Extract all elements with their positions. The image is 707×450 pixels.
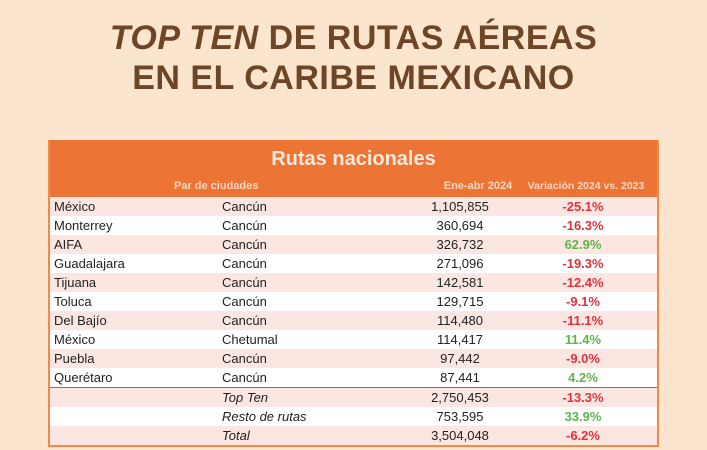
value-cell: 2,750,453 bbox=[431, 390, 489, 405]
total-row: Top Ten 2,750,453 -13.3% bbox=[50, 387, 657, 407]
variation-cell: -19.3% bbox=[562, 256, 604, 271]
origin-cell: Monterrey bbox=[54, 218, 113, 233]
table-row: Del Bajío Cancún 114,480 -11.1% bbox=[50, 311, 657, 330]
value-cell: 326,732 bbox=[436, 237, 484, 252]
destination-cell: Cancún bbox=[222, 370, 267, 385]
value-cell: 142,581 bbox=[436, 275, 484, 290]
destination-cell: Cancún bbox=[222, 313, 267, 328]
page-title: TOP TEN DE RUTAS AÉREAS EN EL CARIBE MEX… bbox=[0, 18, 707, 98]
destination-cell: Cancún bbox=[222, 237, 267, 252]
table-row: Tijuana Cancún 142,581 -12.4% bbox=[50, 273, 657, 292]
destination-cell: Cancún bbox=[222, 275, 267, 290]
table-heading: Rutas nacionales bbox=[50, 140, 657, 176]
table-row: Monterrey Cancún 360,694 -16.3% bbox=[50, 216, 657, 235]
variation-cell: -12.4% bbox=[562, 275, 604, 290]
total-row: Total 3,504,048 -6.2% bbox=[50, 426, 657, 445]
value-cell: 114,417 bbox=[436, 332, 484, 347]
variation-cell: -9.0% bbox=[566, 351, 600, 366]
variation-cell: 4.2% bbox=[568, 370, 598, 385]
col-pair: Par de ciudades bbox=[174, 180, 259, 192]
table-row: Puebla Cancún 97,442 -9.0% bbox=[50, 349, 657, 368]
variation-cell: 62.9% bbox=[564, 237, 602, 252]
total-label: Resto de rutas bbox=[222, 409, 307, 424]
col-period: Ene-abr 2024 bbox=[443, 180, 513, 192]
value-cell: 3,504,048 bbox=[431, 428, 489, 443]
title-line1: DE RUTAS AÉREAS bbox=[258, 19, 598, 57]
total-row: Resto de rutas 753,595 33.9% bbox=[50, 407, 657, 426]
variation-cell: -13.3% bbox=[562, 390, 604, 405]
total-label: Top Ten bbox=[222, 390, 269, 405]
table-row: México Cancún 1,105,855 -25.1% bbox=[50, 197, 657, 216]
variation-cell: -11.1% bbox=[562, 313, 604, 328]
table-row: AIFA Cancún 326,732 62.9% bbox=[50, 235, 657, 254]
origin-cell: Toluca bbox=[54, 294, 92, 309]
value-cell: 114,480 bbox=[436, 313, 484, 328]
variation-cell: 33.9% bbox=[564, 409, 602, 424]
destination-cell: Cancún bbox=[222, 218, 267, 233]
value-cell: 360,694 bbox=[436, 218, 484, 233]
variation-cell: -6.2% bbox=[566, 428, 600, 443]
value-cell: 97,442 bbox=[440, 351, 480, 366]
table-row: Toluca Cancún 129,715 -9.1% bbox=[50, 292, 657, 311]
routes-table: Rutas nacionales Par de ciudades Ene-abr… bbox=[48, 140, 659, 447]
value-cell: 753,595 bbox=[436, 409, 484, 424]
value-cell: 87,441 bbox=[440, 370, 480, 385]
destination-cell: Cancún bbox=[222, 199, 267, 214]
col-variation: Variación 2024 vs. 2023 bbox=[527, 180, 645, 192]
variation-cell: -25.1% bbox=[562, 199, 604, 214]
title-italic: TOP TEN bbox=[109, 19, 259, 57]
origin-cell: AIFA bbox=[54, 237, 83, 252]
variation-cell: -9.1% bbox=[566, 294, 600, 309]
destination-cell: Cancún bbox=[222, 351, 267, 366]
value-cell: 271,096 bbox=[436, 256, 484, 271]
origin-cell: Tijuana bbox=[54, 275, 97, 290]
origin-cell: Querétaro bbox=[54, 370, 113, 385]
variation-cell: -16.3% bbox=[562, 218, 604, 233]
column-headers: Par de ciudades Ene-abr 2024 Variación 2… bbox=[50, 176, 657, 197]
origin-cell: Del Bajío bbox=[54, 313, 107, 328]
origin-cell: México bbox=[54, 332, 96, 347]
destination-cell: Chetumal bbox=[222, 332, 278, 347]
origin-cell: México bbox=[54, 199, 96, 214]
variation-cell: 11.4% bbox=[564, 332, 602, 347]
origin-cell: Puebla bbox=[54, 351, 95, 366]
destination-cell: Cancún bbox=[222, 256, 267, 271]
total-label: Total bbox=[222, 428, 250, 443]
table-row: México Chetumal 114,417 11.4% bbox=[50, 330, 657, 349]
destination-cell: Cancún bbox=[222, 294, 267, 309]
title-line2: EN EL CARIBE MEXICANO bbox=[132, 59, 575, 97]
value-cell: 1,105,855 bbox=[431, 199, 489, 214]
table-row: Querétaro Cancún 87,441 4.2% bbox=[50, 368, 657, 387]
table-row: Guadalajara Cancún 271,096 -19.3% bbox=[50, 254, 657, 273]
origin-cell: Guadalajara bbox=[54, 256, 125, 271]
value-cell: 129,715 bbox=[436, 294, 484, 309]
